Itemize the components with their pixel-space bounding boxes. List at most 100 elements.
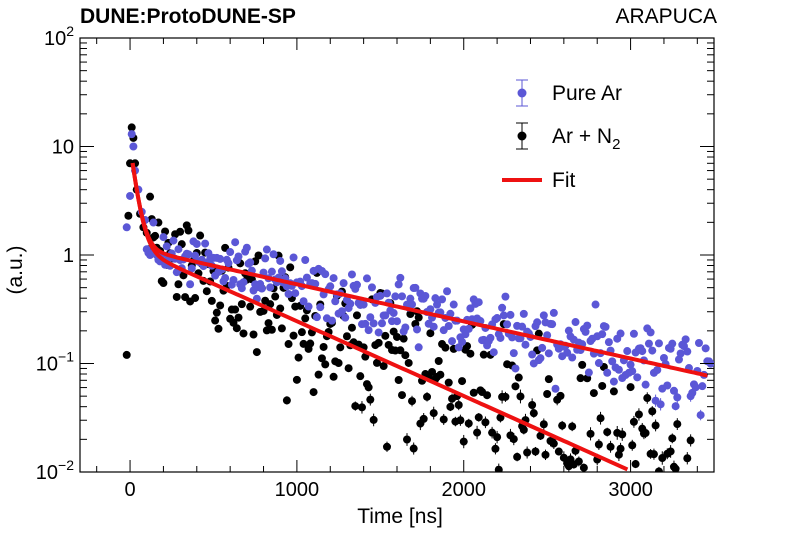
data-point-pure (506, 310, 515, 319)
data-point-n2 (634, 410, 643, 419)
legend-marker-n2 (517, 131, 527, 141)
data-point-pure (609, 377, 618, 386)
data-point-n2 (398, 391, 407, 400)
data-point-n2 (579, 463, 588, 472)
data-point-pure (364, 326, 373, 335)
data-point-n2 (351, 402, 360, 411)
data-point-n2 (616, 444, 625, 453)
data-point-pure (304, 302, 313, 311)
data-point-pure (496, 333, 505, 342)
data-point-n2 (439, 415, 448, 424)
data-point-pure (533, 318, 542, 327)
data-point-n2 (666, 447, 675, 456)
data-point-n2 (393, 332, 401, 341)
data-point-pure (696, 411, 705, 420)
data-point-pure (648, 346, 657, 355)
data-point-pure (669, 386, 678, 395)
data-point-n2 (479, 350, 488, 359)
data-point-n2 (629, 417, 638, 426)
data-point-pure (656, 400, 665, 409)
data-point-pure (668, 339, 677, 348)
data-point-pure (458, 337, 467, 346)
data-point-pure (551, 384, 560, 393)
data-point-pure (389, 309, 398, 318)
data-point-pure (591, 300, 600, 309)
legend: Pure Ar Ar + N2 Fit (502, 79, 622, 192)
data-point-n2 (237, 300, 246, 309)
data-point-n2 (429, 409, 438, 418)
data-point-pure (362, 274, 371, 283)
data-point-pure (352, 280, 361, 289)
data-point-pure (623, 347, 632, 356)
data-point-pure (329, 274, 338, 283)
data-point-pure (126, 191, 135, 200)
data-point-pure (266, 283, 275, 292)
data-point-pure (571, 318, 580, 327)
detector-label: ARAPUCA (615, 5, 717, 28)
data-point-n2 (172, 292, 181, 301)
data-point-pure (519, 309, 528, 318)
data-point-n2 (513, 452, 522, 461)
data-point-n2 (631, 460, 640, 469)
x-tick-label: 3000 (608, 479, 653, 501)
legend-label-n2: Ar + N2 (552, 125, 620, 153)
data-point-n2 (366, 395, 375, 404)
data-point-pure (231, 238, 240, 247)
data-point-pure (528, 350, 537, 359)
data-point-pure (549, 308, 558, 317)
data-point-pure (413, 325, 422, 334)
data-point-pure (346, 299, 355, 308)
data-point-n2 (309, 388, 318, 397)
data-point-pure (262, 245, 271, 254)
data-point-pure (276, 256, 285, 265)
y-tick-base: 10 (36, 462, 58, 484)
data-point-pure (191, 251, 200, 260)
data-point-pure (369, 319, 378, 328)
data-point-pure (503, 320, 512, 329)
data-point-pure (376, 291, 385, 300)
data-point-pure (341, 313, 350, 322)
data-point-n2 (404, 358, 413, 367)
data-point-n2 (382, 442, 391, 451)
y-tick-base: 10 (44, 28, 66, 50)
data-point-n2 (568, 422, 577, 431)
data-point-n2 (586, 429, 595, 438)
data-point-n2 (509, 435, 518, 444)
y-tick-base: 10 (36, 354, 58, 376)
data-point-n2 (491, 444, 500, 453)
experiment-label: DUNE:ProtoDUNE-SP (80, 5, 296, 28)
data-point-pure (543, 331, 552, 340)
data-point-n2 (396, 346, 405, 355)
data-point-n2 (127, 123, 136, 132)
data-point-pure (401, 323, 410, 332)
y-tick-label: 10 (52, 137, 74, 159)
data-point-pure (229, 275, 238, 284)
y-tick-label: 10−2 (36, 457, 74, 484)
data-point-n2 (342, 332, 351, 341)
data-point-pure (633, 373, 642, 382)
data-point-n2 (122, 350, 131, 359)
data-point-pure (312, 313, 321, 322)
data-point-n2 (294, 353, 303, 362)
data-point-n2 (609, 387, 618, 396)
data-point-n2 (212, 308, 221, 317)
data-point-n2 (394, 376, 403, 385)
data-point-n2 (606, 442, 615, 451)
data-point-pure (339, 279, 348, 288)
data-point-pure (701, 344, 710, 353)
data-point-n2 (671, 464, 680, 472)
data-point-pure (653, 366, 662, 375)
data-point-pure (321, 270, 330, 279)
data-point-n2 (202, 287, 211, 296)
data-point-pure (498, 303, 507, 312)
data-point-n2 (576, 374, 585, 383)
data-point-n2 (541, 450, 550, 459)
data-point-n2 (469, 388, 478, 397)
data-point-n2 (282, 396, 291, 405)
data-point-pure (614, 365, 623, 374)
data-point-pure (474, 298, 483, 307)
data-point-n2 (191, 294, 200, 303)
data-point-n2 (436, 370, 445, 379)
data-point-pure (224, 259, 233, 268)
data-point-pure (398, 292, 407, 301)
